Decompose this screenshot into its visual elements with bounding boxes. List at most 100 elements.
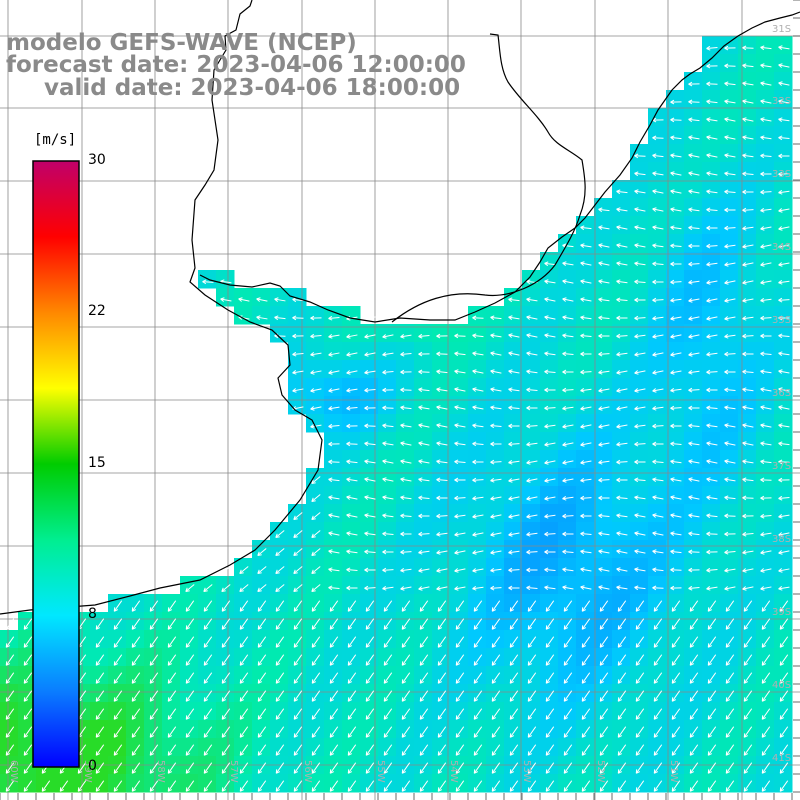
wind-arrow [707, 654, 717, 666]
wind-arrow [671, 672, 681, 684]
wind-arrow [688, 495, 700, 500]
colorbar-tick-label: 0 [88, 758, 97, 774]
wind-speed-cell [756, 54, 775, 73]
wind-speed-cell [612, 594, 631, 613]
wind-speed-cell [180, 666, 199, 685]
wind-arrow [509, 744, 519, 756]
wind-speed-cell [630, 630, 649, 649]
wind-arrow [581, 600, 591, 612]
wind-arrow [617, 780, 627, 792]
wind-speed-cell [738, 576, 757, 595]
wind-arrow [364, 531, 376, 537]
wind-arrow [652, 189, 664, 194]
wind-arrow [436, 477, 448, 483]
wind-speed-cell [756, 486, 775, 505]
wind-arrow [401, 744, 411, 756]
wind-speed-cell [702, 540, 721, 559]
wind-speed-cell [738, 54, 757, 73]
wind-arrow [689, 690, 699, 702]
wind-speed-cell [432, 432, 451, 451]
wind-arrow [274, 315, 286, 321]
wind-speed-cell [702, 54, 721, 73]
wind-speed-cell [414, 720, 433, 739]
wind-speed-cell [504, 594, 523, 613]
wind-speed-cell [630, 468, 649, 487]
wind-arrow [473, 690, 483, 702]
wind-arrow [778, 351, 790, 357]
wind-arrow [652, 135, 664, 141]
wind-arrow [562, 585, 574, 590]
wind-arrow [598, 406, 610, 411]
wind-speed-cell [612, 306, 631, 325]
wind-speed-cell [558, 414, 577, 433]
wind-speed-cell [342, 576, 361, 595]
wind-speed-cell [684, 594, 703, 613]
wind-speed-cell [738, 738, 757, 757]
wind-arrow [670, 117, 682, 123]
longitude-label: 51W [668, 760, 679, 783]
wind-speed-cell [612, 486, 631, 505]
wind-arrow [598, 549, 610, 554]
wind-arrow [635, 618, 645, 630]
wind-speed-cell [576, 594, 595, 613]
wind-arrow [598, 297, 610, 303]
wind-speed-cell [306, 360, 325, 379]
wind-arrow [418, 477, 430, 483]
wind-speed-cell [504, 522, 523, 541]
wind-arrow [383, 636, 393, 648]
wind-arrow [419, 654, 429, 666]
wind-arrow [778, 226, 790, 231]
wind-speed-cell [270, 522, 289, 541]
wind-speed-cell [630, 702, 649, 721]
wind-speed-cell [378, 450, 397, 469]
wind-speed-cell [666, 504, 685, 523]
wind-arrow [221, 636, 231, 648]
wind-arrow [455, 762, 465, 774]
wind-arrow [761, 654, 771, 666]
wind-speed-cell [342, 702, 361, 721]
wind-arrow [310, 352, 322, 357]
wind-speed-cell [648, 450, 667, 469]
wind-speed-cell [90, 720, 109, 739]
wind-arrow [257, 762, 267, 774]
wind-arrow [761, 690, 771, 702]
wind-speed-cell [666, 576, 685, 595]
wind-speed-cell [540, 450, 559, 469]
wind-arrow [473, 762, 483, 774]
wind-arrow [77, 780, 87, 792]
wind-speed-cell [486, 612, 505, 631]
wind-arrow [526, 514, 538, 519]
wind-speed-cell [648, 270, 667, 289]
wind-speed-cell [666, 378, 685, 397]
wind-arrow [203, 726, 213, 738]
wind-arrow [526, 531, 538, 537]
wind-speed-cell [594, 630, 613, 649]
wind-arrow [473, 780, 483, 792]
wind-speed-cell [702, 198, 721, 217]
wind-speed-cell [450, 396, 469, 415]
wind-speed-cell [360, 342, 379, 361]
wind-arrow [185, 636, 195, 648]
wind-speed-cell [756, 594, 775, 613]
wind-arrow [275, 672, 285, 684]
wind-speed-cell [468, 558, 487, 577]
wind-speed-cell [18, 774, 37, 793]
wind-arrow [257, 566, 267, 575]
wind-speed-cell [648, 666, 667, 685]
wind-speed-cell [594, 720, 613, 739]
wind-arrow [239, 762, 249, 774]
wind-arrow [671, 654, 681, 666]
wind-arrow [688, 459, 700, 464]
wind-speed-cell [648, 324, 667, 343]
wind-arrow [346, 388, 358, 393]
wind-arrow [401, 654, 411, 666]
wind-speed-cell [144, 774, 163, 793]
wind-speed-cell [324, 486, 343, 505]
wind-speed-cell [576, 270, 595, 289]
wind-arrow [383, 600, 393, 612]
wind-speed-cell [702, 216, 721, 235]
wind-arrow [382, 549, 394, 555]
wind-speed-cell [216, 648, 235, 667]
